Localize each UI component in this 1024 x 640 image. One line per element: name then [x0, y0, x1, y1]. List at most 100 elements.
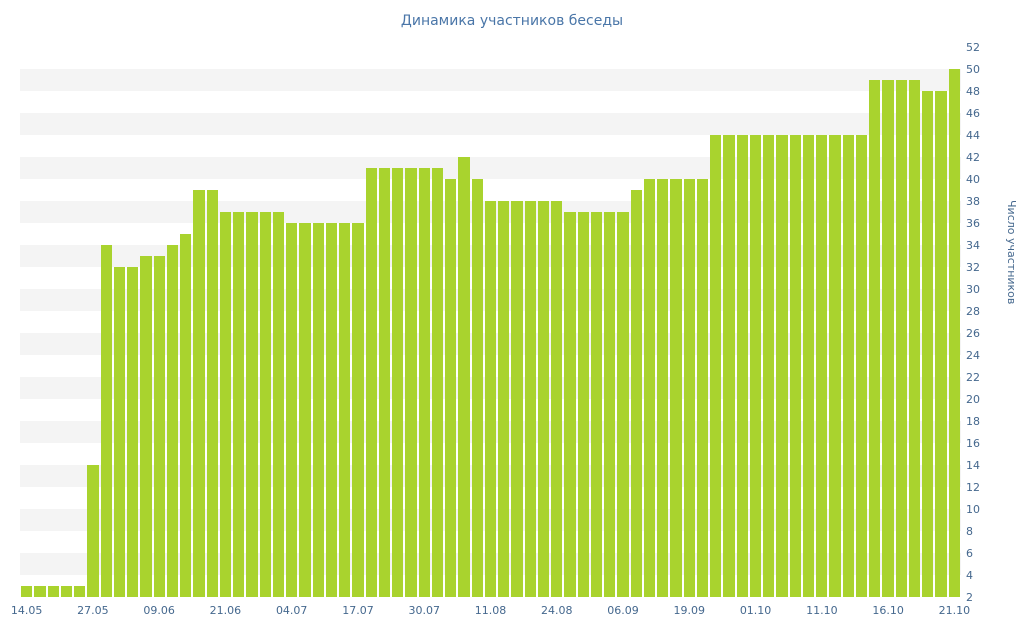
bar: [206, 190, 218, 597]
x-tick-label: 09.06: [143, 604, 175, 617]
bar: [882, 80, 894, 597]
y-tick-label: 16: [966, 437, 980, 450]
y-tick-label: 22: [966, 371, 980, 384]
y-tick-label: 4: [966, 569, 973, 582]
bar: [378, 168, 391, 597]
bar: [816, 135, 828, 597]
y-tick-label: 30: [966, 283, 980, 296]
bar: [431, 168, 444, 597]
bar: [776, 135, 788, 597]
bar: [193, 190, 205, 597]
bar: [537, 201, 550, 597]
y-tick-label: 24: [966, 349, 980, 362]
x-tick-label: 11.10: [806, 604, 838, 617]
bar: [272, 212, 285, 597]
bar: [749, 135, 762, 597]
bar: [34, 586, 46, 597]
bar: [763, 135, 775, 597]
bar: [100, 245, 112, 597]
bar: [233, 212, 245, 597]
y-tick-label: 8: [966, 525, 973, 538]
bar: [286, 223, 298, 597]
x-tick-label: 21.06: [209, 604, 242, 617]
x-tick-label: 11.08: [474, 604, 507, 617]
x-tick-label: 16.10: [872, 604, 904, 617]
bar: [710, 135, 722, 597]
bar: [802, 135, 815, 597]
x-tick-label: 01.10: [739, 604, 772, 617]
x-tick-label: 17.07: [342, 604, 374, 617]
bar: [458, 157, 470, 597]
bar: [312, 223, 324, 597]
bar: [498, 201, 510, 597]
bar: [392, 168, 404, 597]
y-tick-label: 26: [966, 327, 980, 340]
bar: [445, 179, 457, 597]
y-tick-label: 50: [966, 63, 980, 76]
bar: [127, 267, 139, 597]
y-tick-label: 46: [966, 107, 980, 120]
y-tick-label: 44: [966, 129, 980, 142]
bar: [87, 465, 99, 597]
bar: [47, 586, 59, 597]
bar: [551, 201, 563, 597]
y-tick-label: 28: [966, 305, 980, 318]
bar: [484, 201, 497, 597]
y-tick-label: 6: [966, 547, 973, 560]
y-tick-label: 20: [966, 393, 980, 406]
y-tick-label: 40: [966, 173, 980, 186]
x-tick-label: 21.10: [938, 604, 971, 617]
bar: [948, 69, 960, 597]
bar: [418, 168, 430, 597]
bar: [299, 223, 311, 597]
bar: [577, 212, 589, 597]
bar: [140, 256, 152, 597]
y-tick-label: 34: [966, 239, 980, 252]
bar: [922, 91, 934, 597]
bar: [166, 245, 179, 597]
x-tick-label: 30.07: [408, 604, 440, 617]
y-tick-label: 10: [966, 503, 980, 516]
y-tick-label: 48: [966, 85, 980, 98]
x-tick-label: 19.09: [673, 604, 706, 617]
bar: [590, 212, 603, 597]
x-tick-label: 06.09: [607, 604, 639, 617]
bar: [789, 135, 801, 597]
x-tick-label: 27.05: [77, 604, 109, 617]
grid-band: [20, 113, 961, 135]
bar: [113, 267, 126, 597]
y-tick-label: 38: [966, 195, 980, 208]
chart-title: Динамика участников беседы: [400, 13, 624, 29]
bar: [471, 179, 483, 597]
bar: [657, 179, 669, 597]
bar: [643, 179, 656, 597]
bar: [246, 212, 258, 597]
x-tick-label: 14.05: [10, 604, 43, 617]
bar: [829, 135, 841, 597]
bar: [723, 135, 735, 597]
y-tick-label: 36: [966, 217, 980, 230]
bar: [60, 586, 72, 597]
y-axis-title: Число участников: [1005, 200, 1018, 305]
bar: [180, 234, 192, 597]
x-tick-label: 24.08: [541, 604, 573, 617]
plot-area: [20, 47, 961, 597]
y-tick-label: 14: [966, 459, 980, 472]
bar: [511, 201, 523, 597]
bar: [696, 179, 709, 597]
grid-band: [20, 69, 961, 91]
bar: [74, 586, 86, 597]
bar: [365, 168, 377, 597]
bar: [855, 135, 868, 597]
bar: [908, 80, 921, 597]
y-tick-label: 2: [966, 591, 973, 604]
bar: [339, 223, 351, 597]
bar: [352, 223, 364, 597]
y-tick-label: 52: [966, 41, 980, 54]
bar: [670, 179, 682, 597]
bar: [153, 256, 165, 597]
bar: [935, 91, 947, 597]
bar: [219, 212, 232, 597]
bar: [895, 80, 907, 597]
bar: [617, 212, 629, 597]
